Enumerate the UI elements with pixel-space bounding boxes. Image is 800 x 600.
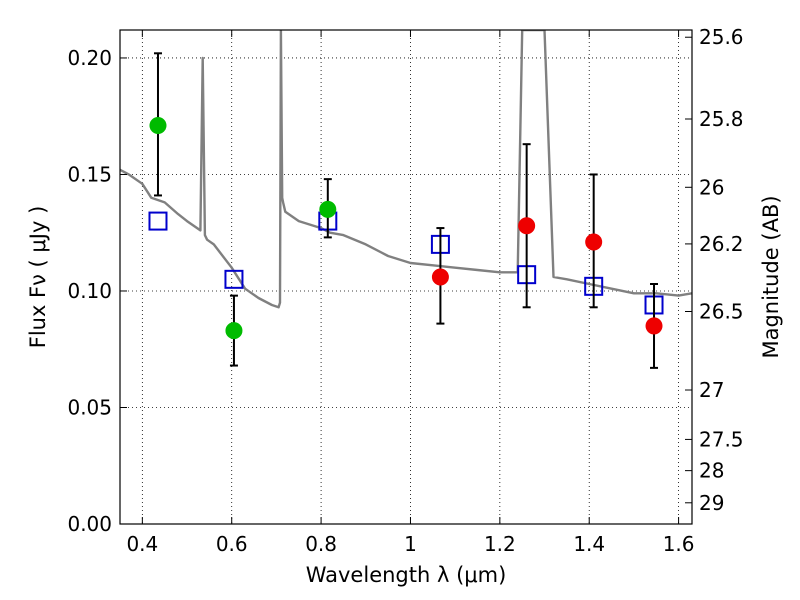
observed-infrared-point bbox=[431, 268, 449, 286]
observed-optical-point bbox=[149, 117, 167, 135]
model-photometry-square bbox=[224, 269, 244, 289]
x-tick-label: 0.8 bbox=[305, 532, 337, 556]
y-tick-label: 0.15 bbox=[67, 162, 112, 186]
x-tick-label: 1.2 bbox=[484, 532, 516, 556]
x-tick-label: 1.6 bbox=[663, 532, 695, 556]
spectrum-line bbox=[120, 30, 692, 309]
y-tick-label: 0.20 bbox=[67, 46, 112, 70]
y2-tick-label: 26 bbox=[699, 175, 724, 199]
y2-axis-title: Magnitude (AB) bbox=[759, 195, 783, 358]
y-tick-label: 0.05 bbox=[67, 395, 112, 419]
y2-tick-label: 26.5 bbox=[699, 299, 744, 323]
y2-tick-label: 29 bbox=[699, 491, 724, 515]
plot-frame bbox=[119, 29, 693, 525]
y2-tick-label: 26.2 bbox=[699, 232, 744, 256]
y2-tick-label: 25.8 bbox=[699, 107, 744, 131]
observed-infrared-point bbox=[585, 233, 603, 251]
model-photometry-square bbox=[148, 211, 168, 231]
y-axis-title: Flux Fν ( μJy ) bbox=[26, 206, 50, 349]
plot-area bbox=[120, 30, 692, 369]
y2-tick-label: 28 bbox=[699, 459, 724, 483]
x-tick-label: 0.6 bbox=[216, 532, 248, 556]
y-tick-label: 0.00 bbox=[67, 512, 112, 536]
grid bbox=[120, 30, 692, 525]
y-tick-label: 0.10 bbox=[67, 279, 112, 303]
y2-tick-label: 27 bbox=[699, 378, 724, 402]
x-tick-label: 1.4 bbox=[573, 532, 605, 556]
observed-infrared-point bbox=[518, 217, 536, 235]
observed-infrared-point bbox=[645, 317, 663, 335]
axes: 0.4 0.6 0.8 1 1.2 1.4 1.6 0.00 0.05 0.10 0.15 0.20 2… bbox=[67, 25, 743, 556]
x-tick-label: 0.4 bbox=[126, 532, 158, 556]
y2-tick-label: 27.5 bbox=[699, 427, 744, 451]
x-tick-label: 1 bbox=[404, 532, 417, 556]
y2-tick-label: 25.6 bbox=[699, 25, 744, 49]
observed-optical-point bbox=[225, 322, 243, 340]
x-axis-title: Wavelength λ (μm) bbox=[306, 563, 507, 587]
observed-optical-point bbox=[319, 200, 337, 218]
